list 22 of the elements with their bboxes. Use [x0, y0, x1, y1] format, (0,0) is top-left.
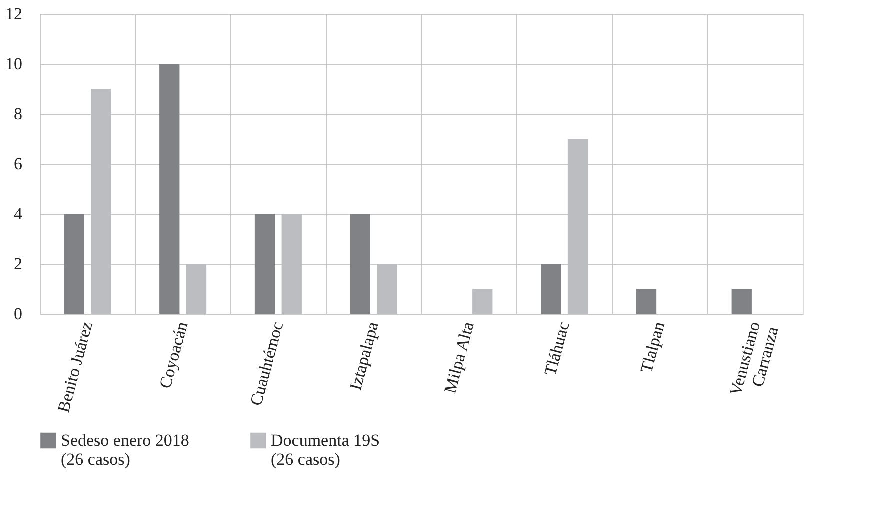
y-tick-label: 2: [14, 254, 22, 274]
y-tick-label: 0: [14, 304, 22, 324]
legend-label: Sedeso enero 2018 (26 casos): [61, 430, 190, 469]
y-tick-label: 4: [14, 204, 23, 224]
y-tick-label: 6: [14, 154, 22, 174]
bar: [160, 64, 180, 314]
bar: [64, 214, 84, 314]
y-tick-label: 12: [6, 4, 22, 24]
legend-label: Documenta 19S (26 casos): [271, 430, 380, 469]
y-tick-label: 8: [14, 104, 22, 124]
x-tick-label: Milpa Alta: [440, 319, 478, 396]
x-tick-label: Tlalpan: [636, 319, 669, 375]
x-tick-label: Tláhuac: [540, 319, 574, 378]
bar: [472, 289, 493, 314]
x-tick-label: Coyoacán: [156, 319, 192, 390]
bar: [541, 264, 562, 314]
y-tick-label: 10: [6, 54, 22, 74]
bar: [732, 289, 752, 314]
bar: [350, 214, 370, 314]
bar: [254, 214, 276, 314]
bar: [636, 289, 657, 314]
x-tick-label: Benito Juárez: [54, 319, 96, 415]
